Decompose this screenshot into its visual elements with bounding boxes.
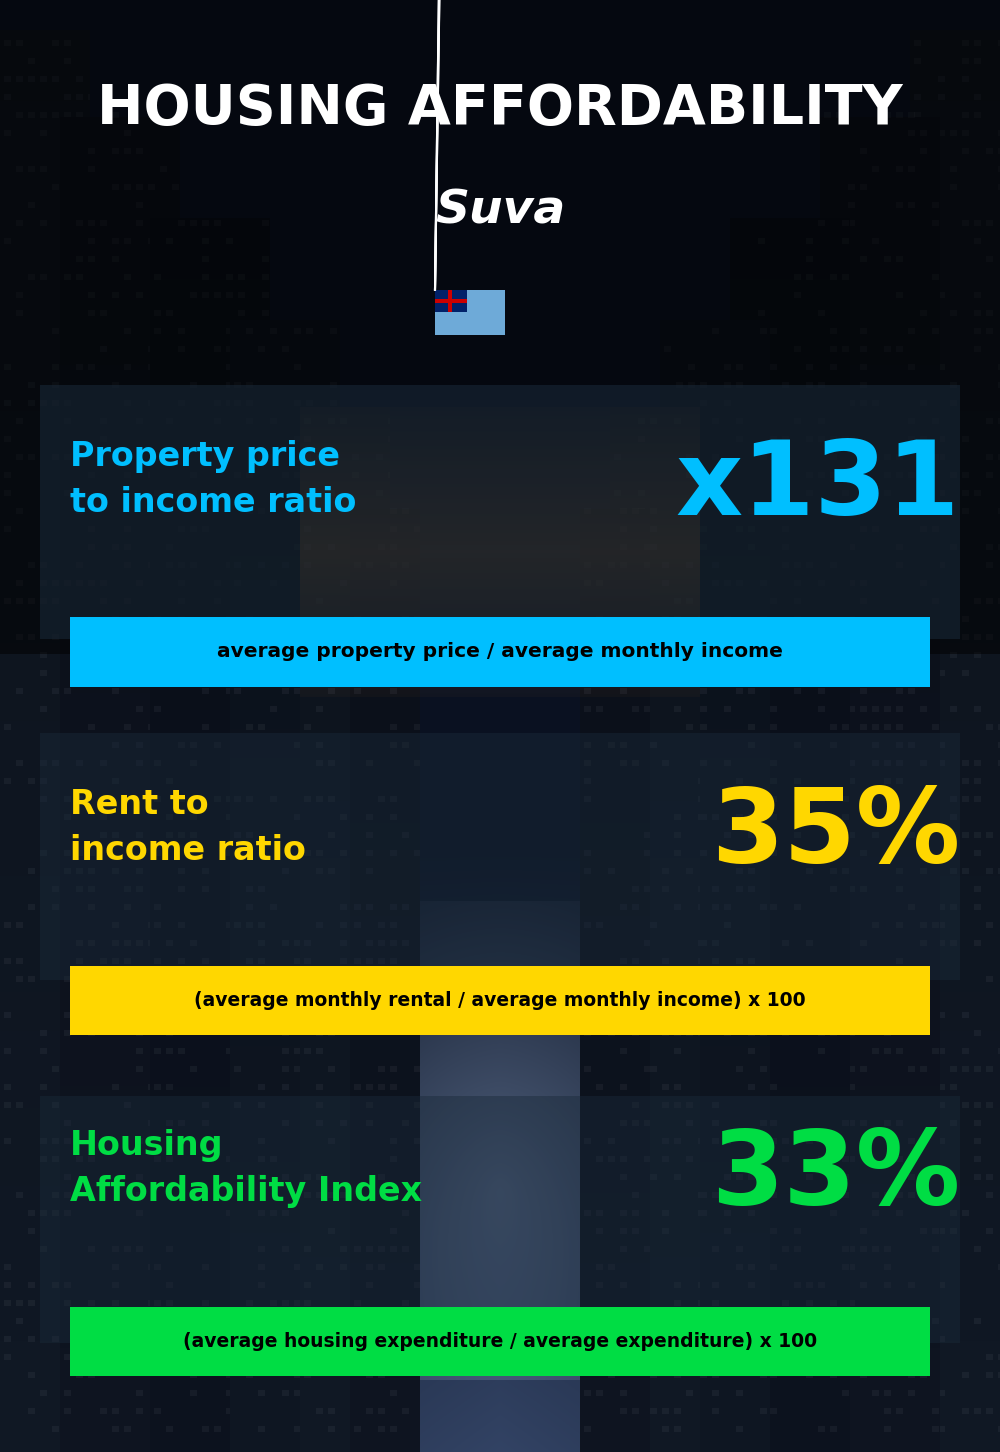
Bar [40,1096,960,1343]
Bar [40,385,960,639]
Text: x131: x131 [676,436,960,537]
Text: average property price / average monthly income: average property price / average monthly… [217,642,783,662]
Bar [70,617,930,687]
Text: (average monthly rental / average monthly income) x 100: (average monthly rental / average monthl… [194,990,806,1011]
Bar [435,299,466,302]
Text: 35%: 35% [711,784,960,886]
Text: Housing
Affordability Index: Housing Affordability Index [70,1130,422,1208]
Bar [435,290,505,334]
Bar [70,966,930,1035]
Bar [435,290,466,312]
Text: 33%: 33% [711,1125,960,1227]
Text: Property price
to income ratio: Property price to income ratio [70,440,356,518]
Text: HOUSING AFFORDABILITY: HOUSING AFFORDABILITY [97,81,903,136]
Text: Suva: Suva [435,189,565,232]
Bar [40,733,960,980]
Text: Rent to
income ratio: Rent to income ratio [70,788,306,867]
Bar [70,1307,930,1376]
Text: (average housing expenditure / average expenditure) x 100: (average housing expenditure / average e… [183,1331,817,1352]
Bar [448,290,452,312]
